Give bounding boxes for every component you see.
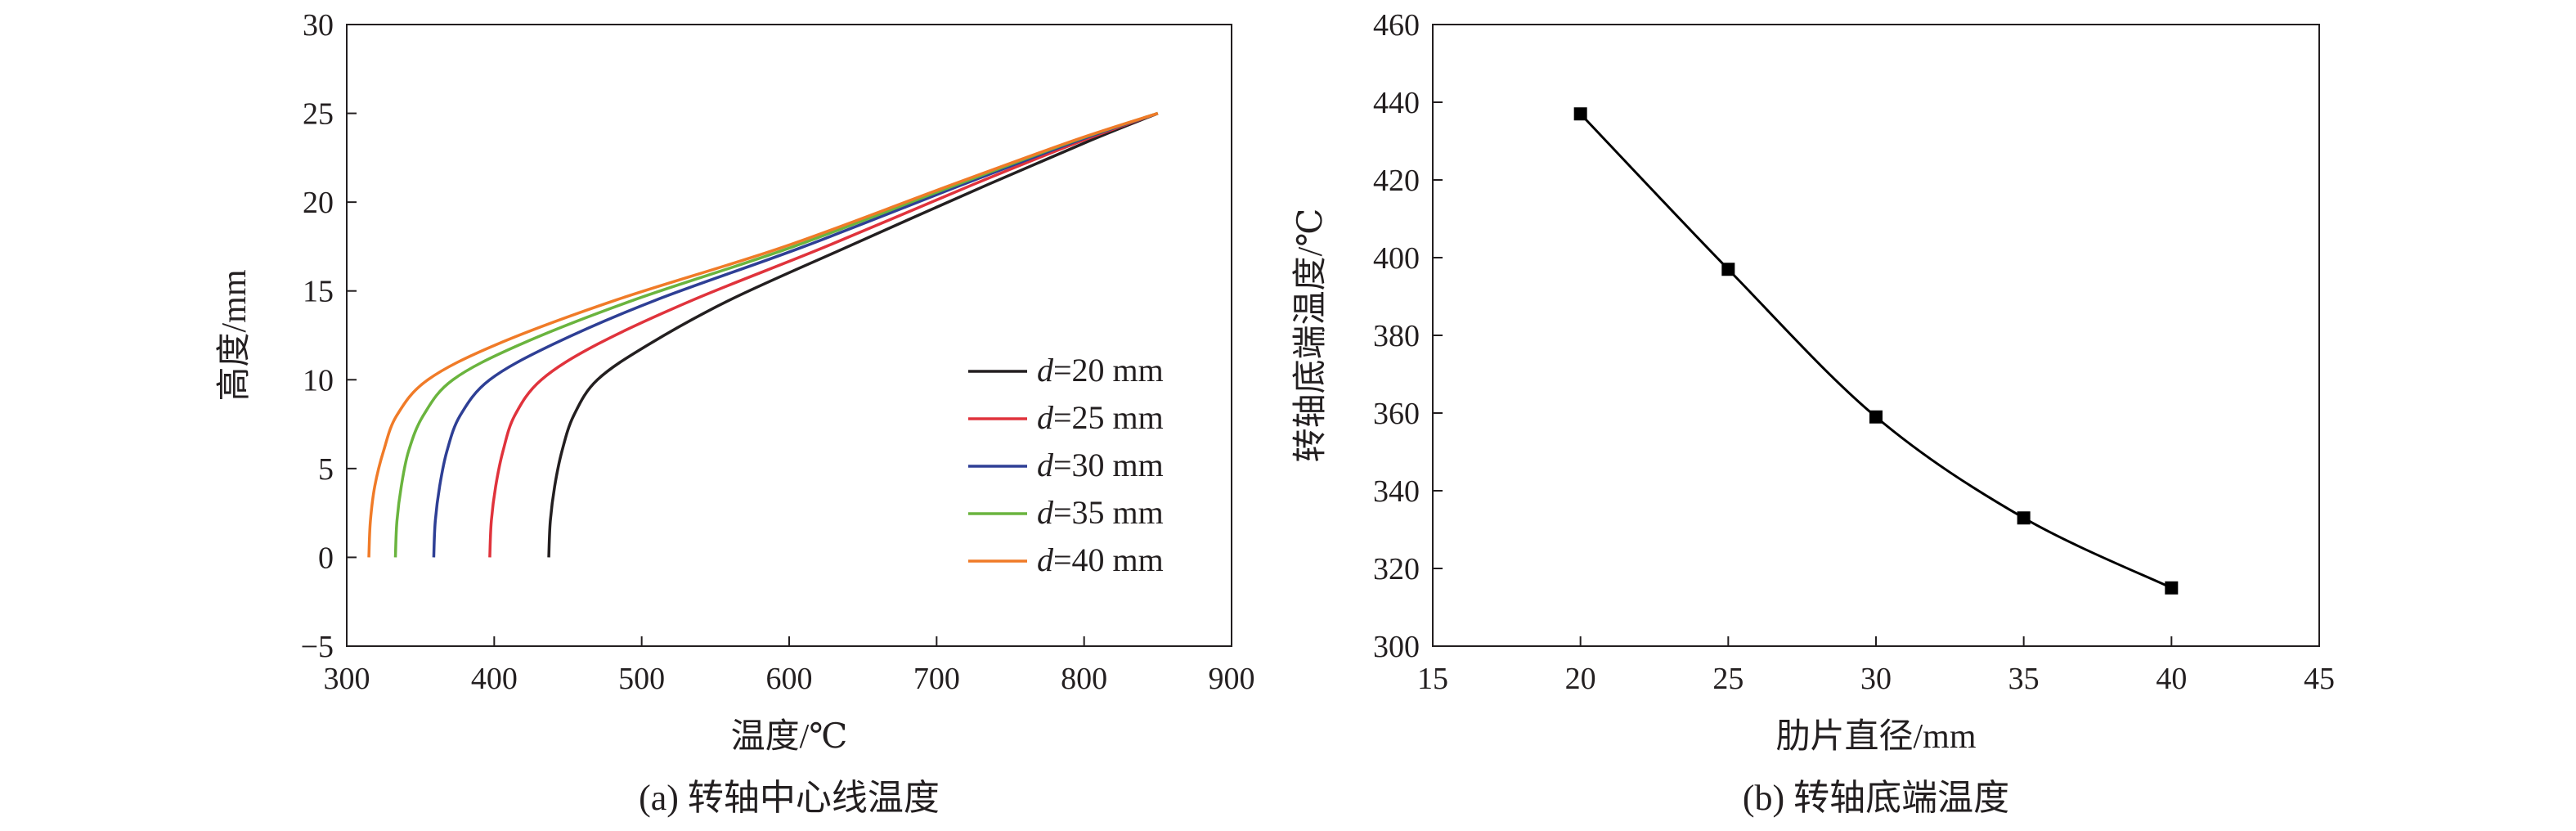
x-tick-label: 400 — [471, 662, 518, 696]
chart-caption: (a) 转轴中心线温度 — [639, 778, 940, 818]
y-tick-label: 340 — [1373, 474, 1420, 509]
legend-entry-value: =25 mm — [1053, 399, 1164, 436]
legend-entry-symbol: d — [1037, 447, 1054, 483]
x-tick-label: 800 — [1061, 662, 1107, 696]
legend-entry-symbol: d — [1037, 494, 1054, 531]
x-tick-label: 35 — [2008, 662, 2040, 696]
y-axis-title: 高度/mm — [216, 269, 254, 401]
x-tick-label: 20 — [1565, 662, 1596, 696]
y-tick-label: 460 — [1373, 8, 1420, 43]
y-tick-label: 0 — [318, 541, 334, 575]
x-axis-title: 温度/℃ — [731, 718, 848, 756]
x-tick-label: 40 — [2156, 662, 2187, 696]
series-line — [1579, 113, 2172, 590]
y-tick-label: 300 — [1373, 630, 1420, 664]
series-line-d20 — [547, 111, 1159, 558]
legend-entry: d=30 mm — [1037, 447, 1164, 483]
legend-entry: d=20 mm — [1037, 352, 1164, 389]
legend-entry-symbol: d — [1037, 541, 1054, 578]
x-tick-label: 30 — [1860, 662, 1892, 696]
plot-frame — [1432, 24, 2320, 647]
data-point-25 — [1721, 263, 1735, 276]
y-tick-label: 15 — [303, 275, 334, 309]
y-tick-label: 5 — [318, 452, 334, 487]
legend-entry-value: =30 mm — [1053, 447, 1164, 483]
x-tick-label: 700 — [913, 662, 960, 696]
legend-entry-value: =40 mm — [1053, 541, 1164, 578]
x-tick-label: 25 — [1712, 662, 1744, 696]
chart-caption: (b) 转轴底端温度 — [1743, 778, 2009, 818]
legend-entry-symbol: d — [1037, 399, 1054, 436]
x-tick-label: 15 — [1417, 662, 1448, 696]
y-tick-label: 20 — [303, 186, 334, 220]
legend-entry-symbol: d — [1037, 352, 1054, 389]
data-point-30 — [1869, 410, 1883, 424]
legend-entry: d=25 mm — [1037, 399, 1164, 436]
x-tick-label: 900 — [1209, 662, 1255, 696]
x-tick-label: 300 — [324, 662, 370, 696]
data-point-40 — [2165, 581, 2179, 595]
chart-a: 300 400 500 600 700 800 900 −5 0 5 10 15 20 25 30 温度/℃ 高… — [216, 8, 1255, 818]
y-tick-label: −5 — [301, 630, 334, 664]
series-line-d40 — [367, 111, 1159, 558]
x-tick-label: 500 — [618, 662, 665, 696]
data-point-35 — [2017, 511, 2031, 525]
y-tick-label: 360 — [1373, 397, 1420, 431]
legend-entry: d=40 mm — [1037, 541, 1164, 578]
series-line-d35 — [393, 111, 1159, 558]
legend-entry-value: =20 mm — [1053, 352, 1164, 389]
series-line-d25 — [488, 111, 1159, 558]
legend-entry: d=35 mm — [1037, 494, 1164, 531]
y-tick-label: 380 — [1373, 319, 1420, 353]
y-tick-label: 400 — [1373, 241, 1420, 276]
y-tick-label: 10 — [303, 363, 334, 398]
y-tick-label: 420 — [1373, 164, 1420, 198]
y-tick-label: 30 — [303, 8, 334, 43]
chart-b: 15 20 25 30 35 40 45 300 320 340 360 380 400 420 440 46… — [1292, 8, 2335, 818]
y-axis-title: 转轴底端温度/℃ — [1292, 209, 1330, 463]
x-tick-label: 45 — [2304, 662, 2335, 696]
x-tick-label: 600 — [766, 662, 813, 696]
series-line-d30 — [432, 111, 1159, 558]
x-axis-title: 肋片直径/mm — [1775, 718, 1976, 756]
data-point-20 — [1573, 107, 1587, 121]
y-tick-label: 25 — [303, 97, 334, 132]
y-tick-label: 440 — [1373, 86, 1420, 120]
legend-entry-value: =35 mm — [1053, 494, 1164, 531]
y-tick-label: 320 — [1373, 552, 1420, 586]
